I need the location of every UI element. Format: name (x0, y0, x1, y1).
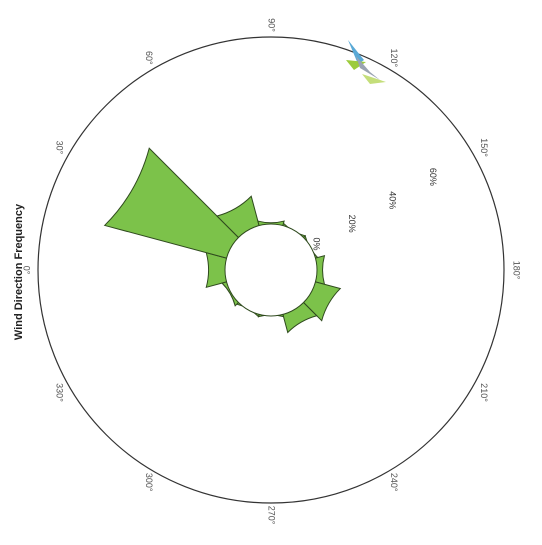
angle-label-180: 180° (512, 261, 522, 280)
wind-bar-30 (103, 147, 240, 259)
logo (346, 40, 386, 84)
inner-hole (224, 223, 318, 317)
ring-label-60: 60% (428, 168, 438, 186)
angle-label-150: 150° (479, 138, 489, 157)
ring-labels-layer: 0% 20% 40% 60% (312, 168, 438, 251)
angle-label-30: 30° (54, 141, 64, 155)
angle-label-210: 210° (479, 383, 489, 402)
logo-mark-green-tail (362, 74, 386, 84)
ring-label-0: 0% (312, 237, 322, 250)
angle-label-300: 300° (144, 473, 154, 492)
chart-title: Wind Direction Frequency (13, 203, 25, 340)
outer-circle (37, 36, 505, 504)
angle-label-0: 0° (22, 266, 32, 275)
angle-label-60: 60° (144, 51, 154, 65)
angle-label-90: 90° (267, 18, 277, 32)
angle-label-330: 330° (54, 383, 64, 402)
angle-label-270: 270° (267, 506, 277, 525)
angle-labels-layer: 0° 30° 60° 90° 120° 150° 180° 210° 240° 270° 300° 3… (22, 18, 522, 525)
logo-mark-blue (348, 40, 364, 64)
logo-mark-gray (356, 56, 380, 80)
ring-label-20: 20% (347, 215, 357, 233)
angle-label-120: 120° (389, 49, 399, 68)
angle-label-240: 240° (389, 473, 399, 492)
ring-label-40: 40% (387, 191, 397, 209)
